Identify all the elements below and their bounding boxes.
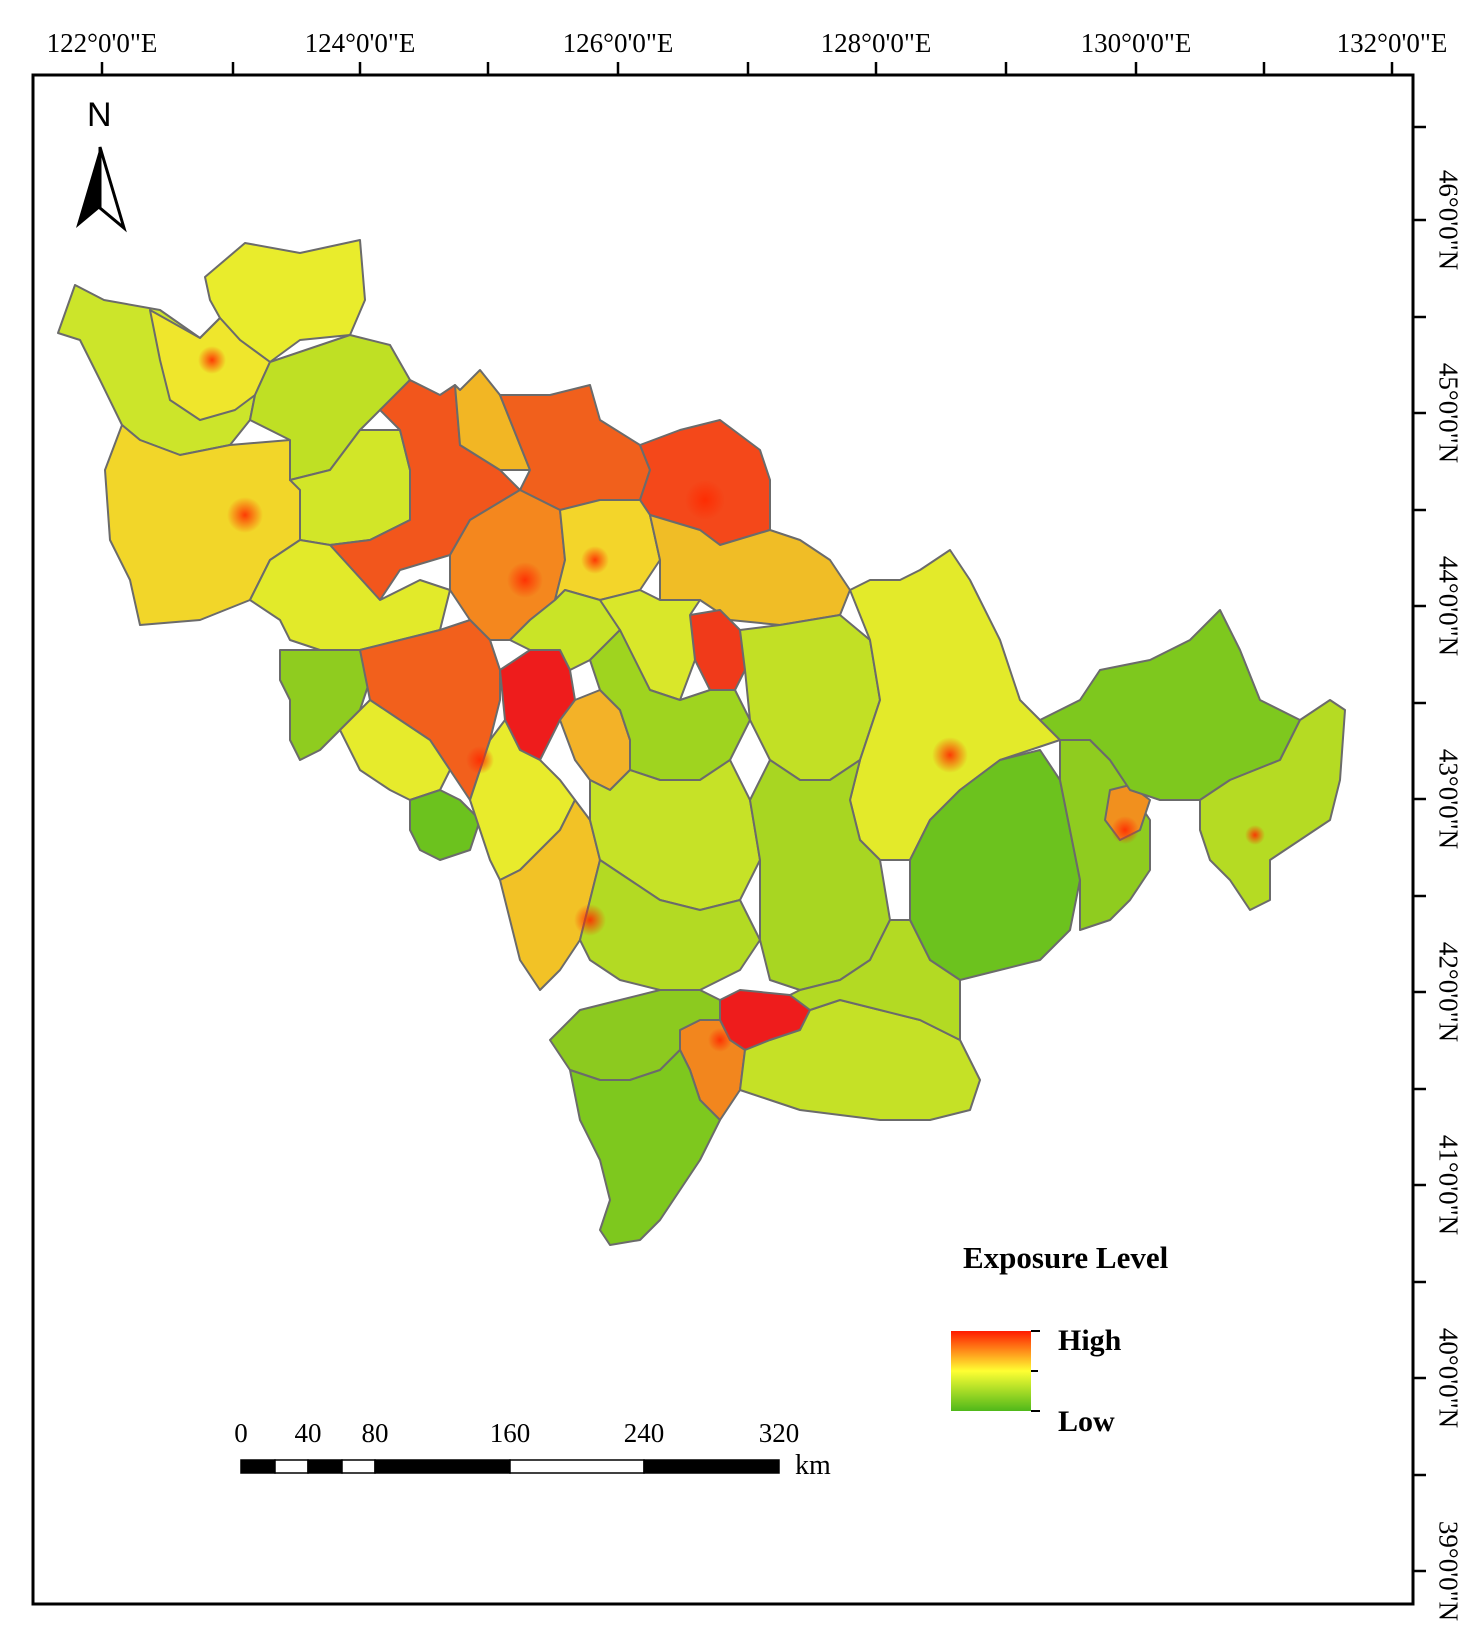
- region-east-center: [739, 614, 881, 781]
- scale-tick-80: 80: [361, 1418, 389, 1448]
- scale-bar: [240, 1459, 780, 1474]
- lat-label-42: 42°0'0"N: [1433, 941, 1464, 1043]
- region-dehui-red: [689, 609, 746, 691]
- region-hunchun: [1199, 699, 1346, 911]
- scale-tick-40: 40: [294, 1418, 322, 1448]
- region-jian-green: [569, 1049, 721, 1246]
- legend-title: Exposure Level: [963, 1240, 1169, 1275]
- lon-label-126: 126°0'0"E: [562, 28, 674, 58]
- legend-color-ramp: [951, 1331, 1031, 1411]
- region-nw-north: [204, 239, 366, 363]
- region-southeast-center: [749, 759, 891, 991]
- region-south-center-2: [579, 859, 761, 991]
- scale-tick-240: 240: [623, 1418, 665, 1448]
- lon-ticks: [100, 62, 1394, 75]
- hotspots: [198, 346, 1265, 1052]
- lat-label-43: 43°0'0"N: [1433, 748, 1464, 850]
- lat-label-41: 41°0'0"N: [1433, 1134, 1464, 1236]
- region-west-central: [249, 539, 451, 651]
- lon-label-128: 128°0'0"E: [820, 28, 932, 58]
- north-label: N: [87, 96, 112, 134]
- lat-label-39: 39°0'0"N: [1433, 1520, 1464, 1622]
- region-sw-green: [409, 789, 481, 861]
- scale-tick-320: 320: [758, 1418, 800, 1448]
- legend-ticks: [1031, 1330, 1040, 1412]
- map-frame: [31, 73, 1415, 1606]
- region-sw-small: [339, 699, 451, 801]
- region-west-green: [279, 649, 371, 761]
- lat-label-45: 45°0'0"N: [1433, 362, 1464, 464]
- region-south-east-2: [789, 919, 961, 1041]
- lat-label-44: 44°0'0"N: [1433, 555, 1464, 657]
- province-regions: [57, 239, 1346, 1246]
- lon-label-124: 124°0'0"E: [304, 28, 416, 58]
- lat-label-40: 40°0'0"N: [1433, 1327, 1464, 1429]
- lat-label-46: 46°0'0"N: [1433, 169, 1464, 271]
- lon-label-132: 132°0'0"E: [1336, 28, 1448, 58]
- legend-low-label: Low: [1058, 1405, 1115, 1438]
- region-center-yellow: [554, 499, 661, 601]
- lon-label-130: 130°0'0"E: [1080, 28, 1192, 58]
- scale-tick-160: 160: [489, 1418, 531, 1448]
- scale-unit: km: [795, 1450, 831, 1481]
- lon-label-122: 122°0'0"E: [46, 28, 158, 58]
- north-arrow-icon: [76, 146, 127, 233]
- legend-high-label: High: [1058, 1324, 1122, 1357]
- lat-ticks: [1413, 125, 1426, 1573]
- scale-tick-0: 0: [234, 1418, 248, 1448]
